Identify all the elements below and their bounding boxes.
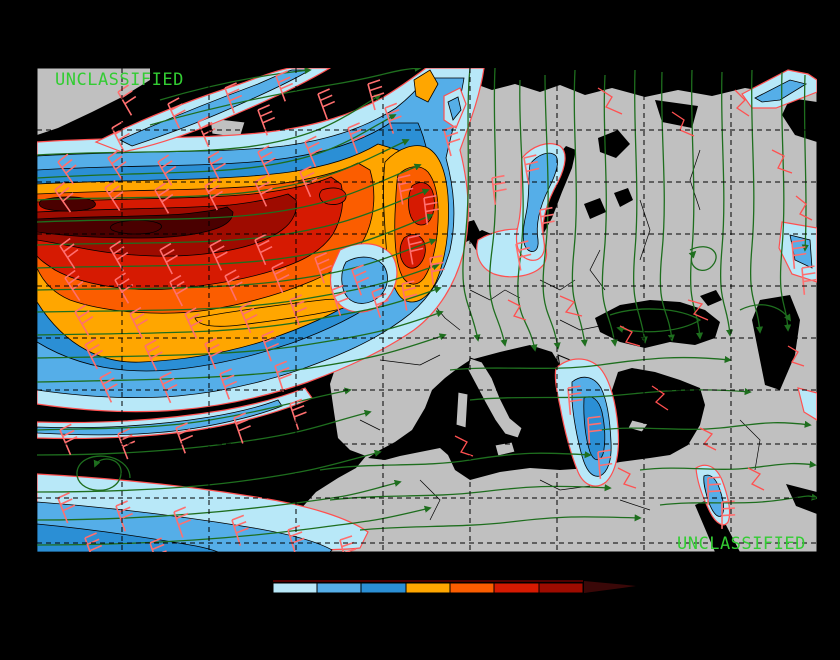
isotach-core-blob2: [110, 219, 162, 235]
scotland-red-patch: [319, 187, 347, 205]
colorbar-segment-3: [360, 582, 407, 594]
east-cyan-small: [797, 387, 817, 421]
norway-blue: [447, 96, 462, 121]
colorbar: [272, 580, 636, 594]
arctic-patch: [782, 98, 817, 142]
arctic-patch2: [655, 100, 698, 128]
red-sea: [695, 498, 740, 552]
arctic-orange-bit: [413, 69, 439, 103]
sea-of-azov: [700, 290, 722, 306]
classification-banner-bottom-right: UNCLASSIFIED: [677, 534, 806, 554]
sardinia-corsica: [455, 391, 469, 429]
cyprus: [627, 419, 649, 433]
classification-banner-top-left: UNCLASSIFIED: [55, 70, 184, 90]
colorbar-overflow-arrow: [584, 581, 636, 593]
colorbar-segment-7: [538, 582, 584, 594]
map-area: [37, 68, 817, 552]
colorbar-segment-4: [405, 582, 451, 594]
bothnia-blue: [522, 152, 558, 252]
colorbar-segment-2: [316, 582, 362, 594]
sicily: [494, 441, 516, 457]
colorbar-segment-1: [272, 582, 318, 594]
barents-sea: [470, 68, 817, 97]
graticule: [37, 68, 817, 552]
isotach-core-blob: [38, 196, 96, 212]
colorbar-segment-5: [449, 582, 495, 594]
red-contours: [454, 87, 813, 491]
lake-onega: [614, 188, 633, 207]
lake-ladoga: [584, 198, 606, 219]
white-sea: [598, 130, 630, 158]
persian-gulf: [786, 484, 817, 514]
mediterranean-sea: [368, 345, 705, 480]
colorbar-segment-6: [493, 582, 540, 594]
black-sea: [595, 300, 720, 348]
northeast-blue-band: [754, 79, 808, 103]
